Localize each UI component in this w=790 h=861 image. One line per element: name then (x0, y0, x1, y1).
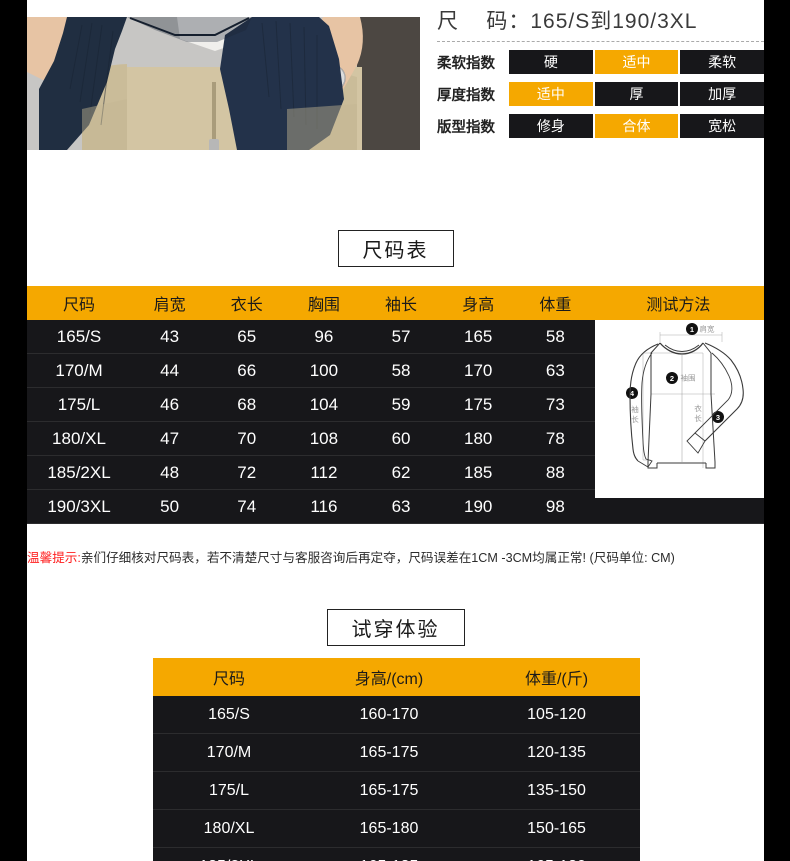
svg-text:1: 1 (690, 325, 694, 334)
svg-text:3: 3 (716, 413, 720, 422)
svg-text:长: 长 (631, 414, 639, 424)
svg-text:衣: 衣 (694, 403, 702, 413)
svg-text:袖围: 袖围 (681, 373, 696, 383)
svg-text:长: 长 (694, 413, 702, 423)
svg-text:肩宽: 肩宽 (700, 324, 715, 334)
svg-text:袖: 袖 (631, 404, 639, 414)
svg-text:2: 2 (670, 374, 674, 383)
